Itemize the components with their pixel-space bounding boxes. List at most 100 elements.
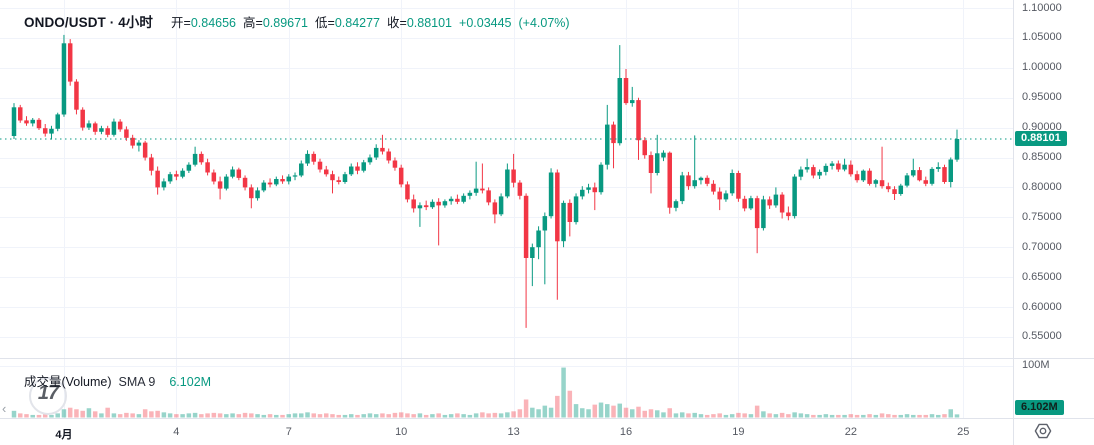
volume-bar — [167, 413, 173, 418]
volume-bar — [686, 413, 691, 418]
volume-bar — [811, 414, 816, 418]
candle-body — [948, 159, 953, 182]
candle-body — [517, 182, 523, 196]
volume-bar — [661, 412, 666, 418]
time-tick-label: 10 — [395, 426, 408, 438]
volume-bar — [217, 413, 223, 418]
volume-bar — [498, 413, 504, 418]
volume-bar — [786, 414, 791, 418]
candle-body — [729, 173, 735, 194]
candle-body — [511, 169, 516, 183]
volume-indicator-legend[interactable]: 成交量(Volume) SMA 9 6.102M — [24, 371, 211, 390]
candle-body — [180, 170, 185, 177]
volume-bar — [142, 409, 148, 418]
volume-bar — [473, 413, 479, 418]
volume-bar — [330, 414, 335, 418]
candle-body — [917, 170, 922, 181]
volume-bar — [355, 414, 360, 418]
candle-body — [36, 119, 42, 129]
scroll-left-hint-icon[interactable]: ‹ — [2, 401, 7, 416]
candle-body — [929, 168, 935, 184]
candle-body — [255, 190, 260, 199]
candle-body — [567, 202, 573, 222]
price-tick-label: 0.70000 — [1022, 240, 1062, 253]
candle-body — [111, 121, 117, 135]
candle-body — [736, 173, 741, 199]
candle-body — [299, 163, 304, 176]
change-value: +0.03445 — [459, 16, 512, 30]
volume-bar — [654, 410, 660, 418]
volume-bar — [442, 414, 448, 418]
volume-bar — [386, 414, 391, 418]
volume-bar — [804, 414, 810, 418]
volume-bar — [923, 414, 929, 418]
volume-bar — [523, 399, 529, 418]
candle-body — [411, 199, 416, 209]
candle-body — [392, 160, 398, 168]
candle-body — [74, 81, 79, 110]
time-tick-label: 16 — [619, 426, 633, 438]
candle-body — [854, 174, 860, 181]
volume-bar — [105, 407, 110, 418]
volume-bar — [505, 412, 510, 418]
volume-indicator-title[interactable]: 成交量(Volume) — [24, 375, 112, 389]
candle-body — [861, 170, 866, 181]
candle-body — [630, 100, 635, 104]
volume-bar — [186, 413, 192, 418]
volume-bar — [174, 414, 179, 418]
candle-body — [417, 205, 423, 209]
candle-body — [224, 176, 229, 189]
volume-bar — [130, 413, 135, 418]
candle-body — [761, 199, 766, 229]
ohlc-close: 收=0.88101 — [387, 16, 453, 30]
candle-body — [829, 163, 835, 166]
volume-bar — [267, 414, 273, 418]
volume-bar — [467, 414, 473, 418]
volume-bar — [211, 412, 217, 418]
candle-body — [386, 151, 391, 161]
candle-body — [355, 166, 360, 171]
volume-bar — [305, 412, 310, 418]
time-tick-label: 22 — [844, 426, 857, 438]
volume-bar — [823, 414, 829, 418]
candle-body — [661, 152, 666, 158]
candle-body — [742, 198, 747, 209]
volume-bar — [30, 414, 35, 418]
volume-bar — [280, 414, 285, 418]
volume-bar — [99, 413, 104, 418]
price-tick-label: 0.55000 — [1022, 330, 1062, 343]
volume-bar — [299, 413, 304, 418]
volume-bar — [224, 414, 229, 418]
volume-bar — [536, 409, 541, 418]
candle-body — [867, 170, 872, 184]
volume-bar — [698, 414, 704, 418]
timezone-settings-gear-icon[interactable] — [1034, 422, 1052, 440]
volume-bar — [149, 411, 154, 418]
candle-body — [236, 169, 242, 178]
volume-bar — [448, 414, 454, 418]
volume-bar — [398, 412, 404, 418]
candle-body — [704, 177, 710, 184]
candle-body — [161, 181, 167, 188]
volume-bar — [717, 413, 722, 418]
candle-body — [55, 114, 60, 129]
volume-bar — [348, 414, 354, 418]
symbol-title[interactable]: ONDO/USDT · 4小时 — [24, 15, 154, 30]
volume-bar — [405, 413, 410, 418]
candle-body — [936, 167, 941, 169]
volume-bar — [954, 414, 960, 418]
volume-bar — [742, 413, 747, 418]
volume-bar — [917, 414, 922, 418]
volume-bar — [42, 414, 48, 418]
volume-bar — [155, 410, 160, 418]
candle-body — [105, 128, 110, 135]
volume-bar — [879, 413, 885, 418]
volume-bar — [873, 414, 879, 418]
candle-body — [592, 187, 598, 193]
price-tick-label: 1.05000 — [1022, 31, 1062, 44]
volume-bar — [542, 405, 548, 418]
candle-body — [342, 174, 348, 182]
candle-body — [473, 188, 479, 193]
candle-body — [923, 180, 929, 184]
